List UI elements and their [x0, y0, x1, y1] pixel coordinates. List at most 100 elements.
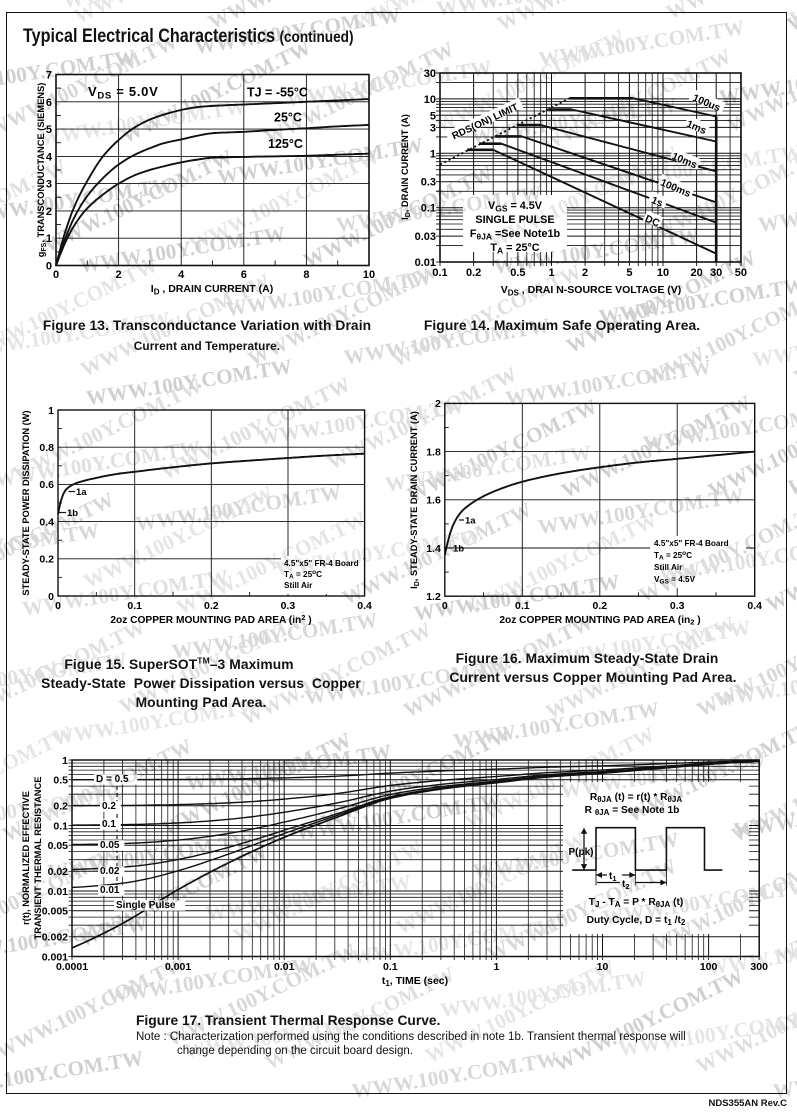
svg-text:0.01: 0.01: [48, 886, 69, 898]
svg-text:WWW.100Y.COM.TW: WWW.100Y.COM.TW: [78, 221, 287, 277]
svg-text:0.1: 0.1: [102, 819, 116, 830]
svg-text:3: 3: [46, 179, 52, 191]
svg-text:1: 1: [548, 267, 554, 279]
svg-text:0.005: 0.005: [42, 906, 68, 918]
svg-text:0: 0: [48, 591, 54, 603]
svg-text:1.6: 1.6: [426, 495, 441, 507]
svg-text:0: 0: [53, 269, 59, 281]
svg-text:VDS , DRAI N-SOURCE VOLTAGE (V: VDS , DRAI N-SOURCE VOLTAGE (V): [501, 284, 682, 298]
svg-text:gFS, TRANSCONDUCTANCE (SIEMENS: gFS, TRANSCONDUCTANCE (SIEMENS): [36, 83, 48, 258]
svg-text:10: 10: [597, 961, 609, 973]
svg-text:1.4: 1.4: [426, 543, 441, 555]
svg-text:300: 300: [750, 961, 768, 973]
svg-text:WWW.100Y.COM.TW: WWW.100Y.COM.TW: [0, 911, 149, 967]
svg-text:1: 1: [430, 148, 436, 160]
svg-text:R θJA = See Note 1b: R θJA = See Note 1b: [585, 805, 680, 817]
svg-text:0.002: 0.002: [42, 932, 68, 944]
svg-text:VGS = 4.5V: VGS = 4.5V: [488, 200, 543, 214]
svg-text:WWW.100Y.COM.TW: WWW.100Y.COM.TW: [105, 952, 314, 1008]
svg-text:Still Air: Still Air: [654, 563, 683, 572]
svg-text:TJ - TA = P * RθJA (t): TJ - TA = P * RθJA (t): [589, 897, 684, 909]
svg-text:1: 1: [46, 233, 52, 245]
svg-text:WWW.100Y.COM.TW: WWW.100Y.COM.TW: [788, 0, 797, 32]
svg-text:20: 20: [690, 267, 702, 279]
svg-text:0.001: 0.001: [165, 961, 191, 973]
svg-text:2oz COPPER MOUNTING PAD AREA (: 2oz COPPER MOUNTING PAD AREA (in2 ): [110, 613, 311, 626]
svg-text:0.2: 0.2: [592, 600, 607, 612]
svg-text:0.01: 0.01: [100, 885, 120, 896]
svg-text:1: 1: [62, 755, 68, 767]
svg-text:0.2: 0.2: [204, 600, 219, 612]
svg-text:WWW.100Y.COM.TW: WWW.100Y.COM.TW: [0, 518, 101, 574]
svg-text:0.2: 0.2: [466, 267, 481, 279]
svg-text:ID , DRAIN CURRENT (A): ID , DRAIN CURRENT (A): [151, 283, 273, 297]
svg-text:4: 4: [46, 151, 53, 163]
svg-text:FθJA =See Note1b: FθJA =See Note1b: [470, 228, 561, 242]
svg-text:30: 30: [710, 267, 722, 279]
svg-text:30: 30: [424, 68, 436, 80]
svg-text:0.6: 0.6: [39, 479, 54, 491]
svg-text:r(t), NORMALIZED EFFECTIVE: r(t), NORMALIZED EFFECTIVE: [21, 791, 31, 925]
svg-text:1b: 1b: [453, 544, 464, 555]
svg-text:10: 10: [363, 269, 375, 281]
svg-text:1: 1: [493, 961, 499, 973]
svg-text:5: 5: [626, 267, 632, 279]
svg-text:6: 6: [241, 269, 247, 281]
svg-text:1s: 1s: [650, 195, 665, 210]
svg-text:125°C: 125°C: [268, 137, 303, 151]
svg-text:2: 2: [116, 269, 122, 281]
svg-text:0: 0: [55, 600, 61, 612]
svg-text:2oz COPPER MOUNTING PAD AREA (: 2oz COPPER MOUNTING PAD AREA (in2 ): [499, 615, 700, 627]
svg-text:WWW.100Y.COM.TW: WWW.100Y.COM.TW: [0, 1046, 145, 1102]
svg-text:1.2: 1.2: [426, 591, 441, 603]
svg-text:Duty Cycle, D = t1 /t2: Duty Cycle, D = t1 /t2: [587, 915, 686, 927]
svg-text:0.4: 0.4: [357, 600, 372, 612]
svg-text:0: 0: [442, 600, 448, 612]
svg-text:0.05: 0.05: [100, 840, 120, 851]
svg-text:WWW.100Y.COM.TW: WWW.100Y.COM.TW: [350, 913, 559, 969]
svg-text:0.4: 0.4: [39, 516, 54, 528]
svg-text:0.3: 0.3: [421, 177, 436, 189]
svg-text:2: 2: [435, 398, 441, 410]
svg-text:RθJA (t) = r(t) * RθJA: RθJA (t) = r(t) * RθJA: [590, 792, 682, 804]
svg-text:TRANSIENT THERMAL RESISTANCE: TRANSIENT THERMAL RESISTANCE: [33, 777, 43, 940]
svg-text:6: 6: [46, 97, 52, 109]
svg-text:0.001: 0.001: [42, 951, 68, 963]
svg-text:TA = 25°C: TA = 25°C: [490, 242, 539, 256]
svg-text:1.8: 1.8: [426, 446, 441, 458]
svg-text:WWW.100Y.COM.TW: WWW.100Y.COM.TW: [504, 354, 713, 410]
svg-text:WWW.100Y.COM.TW: WWW.100Y.COM.TW: [705, 924, 797, 980]
svg-text:t2: t2: [622, 879, 630, 891]
svg-text:WWW.100Y.COM.TW: WWW.100Y.COM.TW: [184, 739, 393, 795]
svg-text:50: 50: [735, 267, 747, 279]
svg-text:1: 1: [48, 405, 54, 417]
svg-text:VGS = 4.5V: VGS = 4.5V: [654, 575, 696, 586]
svg-text:10: 10: [657, 267, 669, 279]
svg-text:0.05: 0.05: [48, 840, 69, 852]
svg-text:TJ = -55°C: TJ = -55°C: [247, 86, 308, 100]
svg-text:0.1: 0.1: [383, 961, 398, 973]
svg-text:0.1: 0.1: [127, 600, 142, 612]
svg-text:0.8: 0.8: [39, 442, 54, 454]
svg-text:ID, DRAIN CURRENT (A): ID, DRAIN CURRENT (A): [400, 114, 412, 220]
svg-text:4: 4: [178, 269, 185, 281]
svg-text:WWW.100Y.COM.TW: WWW.100Y.COM.TW: [771, 1047, 797, 1103]
svg-text:7: 7: [46, 70, 52, 82]
svg-text:2: 2: [46, 206, 52, 218]
svg-text:8: 8: [303, 269, 309, 281]
svg-text:0.4: 0.4: [747, 600, 762, 612]
svg-text:0.3: 0.3: [670, 600, 685, 612]
svg-text:0.1: 0.1: [432, 267, 447, 279]
svg-text:0.2: 0.2: [39, 554, 54, 566]
svg-text:0.02: 0.02: [48, 866, 69, 878]
svg-text:TA = 25oC: TA = 25oC: [284, 569, 322, 581]
svg-text:3: 3: [430, 122, 436, 134]
svg-text:5: 5: [46, 124, 52, 136]
svg-text:4.5"x5" FR-4 Board: 4.5"x5" FR-4 Board: [284, 559, 359, 568]
svg-text:5: 5: [430, 110, 436, 122]
svg-text:0.01: 0.01: [274, 961, 295, 973]
svg-text:STEADY-STATE POWER DISSIPATION: STEADY-STATE POWER DISSIPATION (W): [21, 410, 31, 595]
svg-text:0.2: 0.2: [102, 801, 116, 812]
svg-text:1a: 1a: [76, 487, 87, 498]
svg-text:SINGLE PULSE: SINGLE PULSE: [475, 214, 554, 226]
